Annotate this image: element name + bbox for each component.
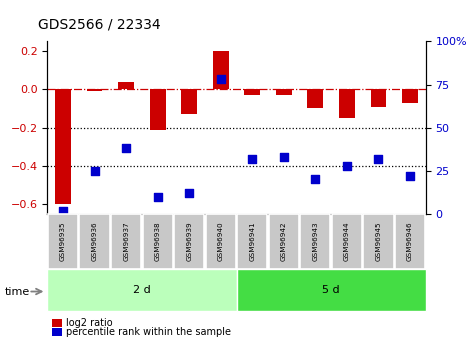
Bar bbox=[276, 89, 292, 95]
Point bbox=[59, 208, 67, 214]
Bar bbox=[150, 89, 166, 130]
FancyBboxPatch shape bbox=[300, 214, 331, 269]
Bar bbox=[181, 89, 197, 114]
Text: GSM96942: GSM96942 bbox=[281, 222, 287, 261]
Bar bbox=[118, 82, 134, 89]
Text: log2 ratio: log2 ratio bbox=[66, 318, 113, 328]
Point bbox=[91, 168, 98, 174]
FancyBboxPatch shape bbox=[332, 214, 362, 269]
FancyBboxPatch shape bbox=[236, 269, 426, 310]
Bar bbox=[307, 89, 323, 108]
Bar bbox=[55, 89, 71, 204]
FancyBboxPatch shape bbox=[111, 214, 141, 269]
Text: GSM96945: GSM96945 bbox=[376, 222, 381, 261]
FancyBboxPatch shape bbox=[48, 214, 78, 269]
Point bbox=[185, 190, 193, 196]
Bar bbox=[245, 89, 260, 95]
FancyBboxPatch shape bbox=[79, 214, 110, 269]
Text: GSM96944: GSM96944 bbox=[344, 222, 350, 261]
Bar bbox=[87, 89, 103, 91]
FancyBboxPatch shape bbox=[174, 214, 204, 269]
Point bbox=[406, 173, 414, 179]
Bar bbox=[339, 89, 355, 118]
FancyBboxPatch shape bbox=[269, 214, 299, 269]
Point bbox=[343, 163, 350, 168]
Text: GSM96937: GSM96937 bbox=[123, 222, 129, 261]
Text: GSM96940: GSM96940 bbox=[218, 222, 224, 261]
FancyBboxPatch shape bbox=[47, 269, 237, 310]
Text: GSM96936: GSM96936 bbox=[92, 222, 97, 261]
FancyBboxPatch shape bbox=[237, 214, 267, 269]
Text: percentile rank within the sample: percentile rank within the sample bbox=[66, 327, 231, 337]
Bar bbox=[213, 51, 228, 89]
Text: GSM96939: GSM96939 bbox=[186, 222, 192, 261]
Point bbox=[312, 177, 319, 182]
Bar bbox=[52, 319, 62, 327]
FancyBboxPatch shape bbox=[395, 214, 425, 269]
Point bbox=[217, 77, 225, 82]
Text: GSM96938: GSM96938 bbox=[155, 222, 161, 261]
Text: GSM96946: GSM96946 bbox=[407, 222, 413, 261]
Text: time: time bbox=[5, 287, 30, 296]
Text: GSM96935: GSM96935 bbox=[60, 222, 66, 261]
Text: GSM96943: GSM96943 bbox=[312, 222, 318, 261]
Bar bbox=[52, 328, 62, 336]
Point bbox=[280, 154, 288, 160]
Point bbox=[154, 194, 161, 199]
Text: GDS2566 / 22334: GDS2566 / 22334 bbox=[38, 17, 160, 31]
FancyBboxPatch shape bbox=[363, 214, 394, 269]
Text: 5 d: 5 d bbox=[322, 285, 340, 295]
Text: GSM96941: GSM96941 bbox=[249, 222, 255, 261]
Point bbox=[123, 146, 130, 151]
Point bbox=[248, 156, 256, 161]
Point bbox=[375, 156, 382, 161]
Text: 2 d: 2 d bbox=[133, 285, 151, 295]
FancyBboxPatch shape bbox=[206, 214, 236, 269]
Bar bbox=[370, 89, 386, 107]
Bar bbox=[402, 89, 418, 103]
FancyBboxPatch shape bbox=[142, 214, 173, 269]
